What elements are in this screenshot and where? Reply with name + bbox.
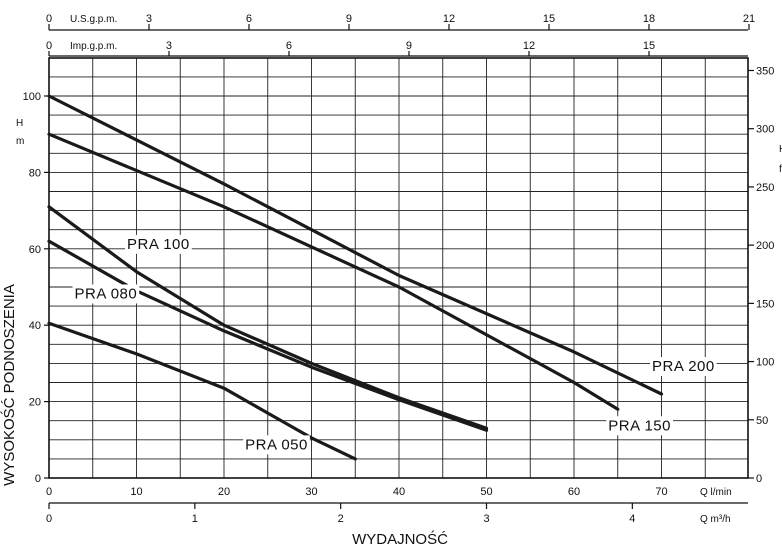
impgpm-tick-label: 15 (643, 40, 655, 52)
ft-tick-label: 100 (756, 357, 774, 369)
ft-tick-label: 300 (756, 124, 774, 136)
usgpm-tick-label: 18 (643, 13, 655, 25)
y-tick-label: 20 (29, 397, 41, 409)
x-tick-label-m3h: 3 (483, 513, 489, 525)
top-axis-impgpm-label: Imp.g.p.m. (70, 41, 117, 52)
series-label-pra-080: PRA 080 (75, 285, 138, 302)
ft-tick-label: 150 (756, 298, 774, 310)
series-label-bg (125, 234, 192, 254)
x-unit-lmin: Q l/min (700, 487, 732, 498)
x-unit-m3h: Q m³/h (700, 514, 731, 525)
x-tick-label-lmin: 50 (480, 486, 492, 498)
x-tick-label-lmin: 40 (393, 486, 405, 498)
right-unit-h: H (779, 144, 782, 155)
ft-tick-label: 200 (756, 240, 774, 252)
series-labels: PRA 050 PRA 080 PRA 100 PRA 150 PRA 200 (72, 234, 717, 455)
grid (49, 58, 748, 478)
series-label-pra-100: PRA 100 (127, 236, 190, 253)
x-tick-label-lmin: 0 (46, 486, 52, 498)
usgpm-tick-label: 3 (146, 13, 152, 25)
curve-pra-100 (47, 205, 489, 430)
y-tick-label: 100 (23, 91, 41, 103)
x-tick-label-lmin: 10 (130, 486, 142, 498)
y-tick-label: 0 (35, 473, 41, 485)
impgpm-tick-label: 12 (523, 40, 535, 52)
impgpm-tick-label: 9 (406, 40, 412, 52)
ft-tick-label: 350 (756, 66, 774, 78)
x-tick-label-lmin: 60 (568, 486, 580, 498)
usgpm-tick-label: 12 (443, 13, 455, 25)
usgpm-tick-label: 6 (246, 13, 252, 25)
y-tick-label: 80 (29, 167, 41, 179)
ft-tick-label: 250 (756, 182, 774, 194)
curve-pra-080 (47, 239, 489, 432)
x-tick-label-lmin: 70 (655, 486, 667, 498)
impgpm-tick-label: 6 (286, 40, 292, 52)
y-tick-label: 40 (29, 320, 41, 332)
y-axis-title: WYSOKOŚĆ PODNOSZENIA (0, 284, 18, 486)
curves (47, 94, 664, 461)
series-label-pra-150: PRA 150 (608, 417, 671, 434)
series-label-bg (243, 435, 310, 455)
x-tick-label-m3h: 4 (629, 513, 635, 525)
usgpm-tick-label: 9 (346, 13, 352, 25)
x-tick-label-m3h: 2 (338, 513, 344, 525)
usgpm-tick-label: 15 (543, 13, 555, 25)
right-unit-ft: ft (779, 164, 782, 175)
top-axis-usgpm-label: U.S.g.p.m. (70, 14, 117, 25)
impgpm-tick-label: 0 (46, 40, 52, 52)
curve-pra-200 (47, 94, 664, 396)
plot-frame (48, 57, 749, 479)
series-label-bg (72, 284, 140, 304)
impgpm-tick-label: 3 (166, 40, 172, 52)
series-label-pra-200: PRA 200 (652, 358, 715, 375)
curve-pra-150 (47, 132, 620, 411)
y-unit-h: H (16, 118, 23, 129)
y-tick-label: 60 (29, 244, 41, 256)
series-label-pra-050: PRA 050 (245, 436, 308, 453)
series-label-bg (650, 357, 717, 377)
curve-pra-050 (47, 321, 357, 461)
x-tick-label-lmin: 30 (305, 486, 317, 498)
x-tick-label-m3h: 0 (46, 513, 52, 525)
usgpm-tick-label: 0 (46, 13, 52, 25)
usgpm-tick-label: 21 (743, 13, 755, 25)
ft-tick-label: 0 (756, 473, 762, 485)
x-tick-label-m3h: 1 (192, 513, 198, 525)
x-axis-title: WYDAJNOŚĆ (352, 530, 448, 548)
ft-tick-label: 50 (756, 415, 768, 427)
x-tick-label-lmin: 20 (218, 486, 230, 498)
series-label-bg (606, 416, 673, 436)
y-unit-m: m (16, 136, 24, 147)
